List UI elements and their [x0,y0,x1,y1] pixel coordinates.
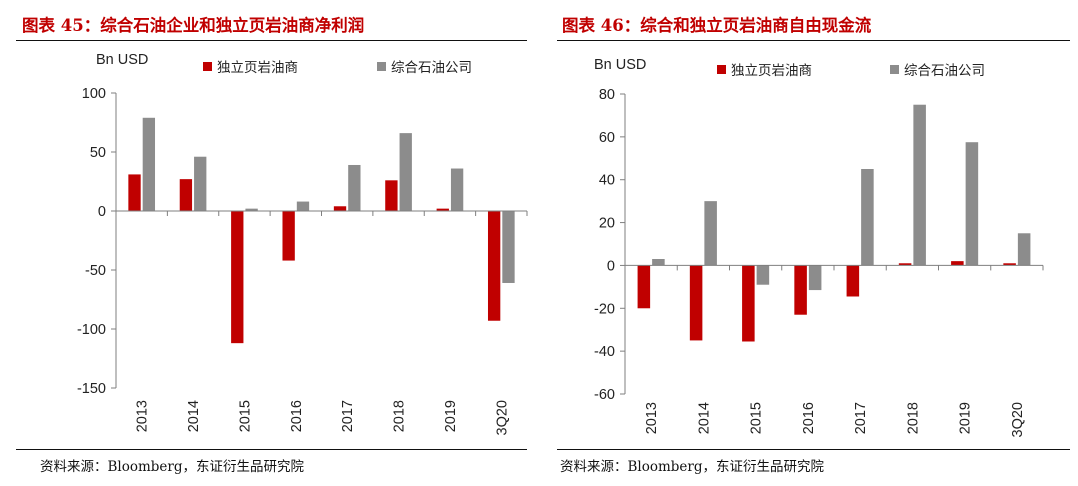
x-category-label: 2014 [186,400,202,432]
x-category-label: 2015 [237,400,253,432]
figure-title: 图表 46：综合和独立页岩油商自由现金流 [562,16,872,35]
independent-shale-bar-2017 [333,206,347,211]
y-axis-unit-label: Bn USD [96,52,148,68]
x-category-label: 2019 [958,402,974,434]
y-tick-label: 80 [599,87,615,103]
x-category-label: 2013 [644,402,660,434]
legend-integrated-label: 综合石油公司 [904,63,985,79]
footer-divider [557,449,1070,450]
legend-independent-label: 独立页岩油商 [217,60,298,76]
integrated-oil-bar-2014 [194,156,207,211]
independent-shale-bar-2019 [951,261,964,266]
integrated-oil-bar-2015 [756,265,770,285]
independent-shale-bar-3Q20 [487,211,501,321]
x-category-label: 2016 [801,402,817,434]
integrated-oil-bar-2017 [348,164,361,211]
integrated-oil-bar-2015 [245,208,258,211]
independent-shale-bar-2014 [689,265,703,341]
integrated-oil-bar-3Q20 [502,211,515,283]
y-tick-label: 40 [599,173,615,189]
integrated-oil-bar-3Q20 [1017,233,1031,266]
integrated-oil-bar-2013 [652,259,665,266]
title-divider [557,40,1070,41]
integrated-oil-bar-2016 [808,265,822,291]
title-divider [16,40,527,41]
x-category-label: 2016 [289,400,305,432]
source-note: 资料来源：Bloomberg，东证衍生品研究院 [40,459,305,475]
figure-46-panel: 图表 46：综合和独立页岩油商自由现金流 80 60 40 20 0 -20 -40 -60 B… [557,0,1078,486]
free-cash-flow-chart: 80 60 40 20 0 -20 -40 -60 Bn USD 2013 2014 2015 2016… [594,57,1044,437]
legend-independent-swatch [203,62,212,71]
figure-45-panel: 图表 45：综合石油企业和独立页岩油商净利润 100 50 0 -50 -100 -150… [0,0,528,486]
y-tick-label: -100 [77,322,106,338]
x-category-label: 2019 [443,400,459,432]
y-tick-label: 0 [607,258,615,274]
x-category-label: 2015 [749,402,765,434]
y-tick-label: -20 [594,301,615,317]
independent-shale-bar-2013 [637,265,651,309]
legend-independent-label: 独立页岩油商 [731,63,812,79]
independent-shale-bar-2013 [128,174,141,211]
x-category-label: 2014 [696,402,712,434]
y-tick-label: -50 [85,263,106,279]
x-category-label: 3Q20 [1010,402,1026,437]
y-tick-label: 50 [90,145,106,161]
independent-shale-bar-2016 [282,211,295,261]
independent-shale-bar-2019 [436,208,449,211]
integrated-oil-bar-2018 [913,104,926,266]
x-category-label: 2017 [853,402,869,434]
integrated-oil-bar-2018 [399,133,412,211]
legend-integrated-label: 综合石油公司 [391,60,472,76]
source-note: 资料来源：Bloomberg，东证衍生品研究院 [560,459,825,475]
independent-shale-bar-2015 [231,211,244,344]
legend-independent-swatch [717,65,726,74]
integrated-oil-bar-2017 [861,169,874,266]
y-tick-label: 0 [98,204,106,220]
y-tick-label: -150 [77,381,106,397]
x-category-label: 2013 [135,400,151,432]
y-tick-label: 100 [82,86,106,102]
x-category-label: 3Q20 [494,400,510,435]
integrated-oil-bar-2016 [296,201,310,211]
integrated-oil-bar-2019 [965,142,979,266]
legend-integrated-swatch [377,62,386,71]
legend-integrated-swatch [890,65,899,74]
independent-shale-bar-2017 [846,265,860,297]
independent-shale-bar-2018 [898,263,912,266]
x-category-label: 2017 [340,400,356,432]
independent-shale-bar-2014 [179,179,193,211]
y-tick-label: -60 [594,387,615,403]
y-tick-label: 20 [599,216,615,232]
independent-shale-bar-3Q20 [1003,263,1016,266]
net-profit-chart: 100 50 0 -50 -100 -150 Bn USD 2013 2014 2015 2016 2… [77,52,528,435]
figure-title: 图表 45：综合石油企业和独立页岩油商净利润 [22,16,365,35]
integrated-oil-bar-2013 [142,117,156,211]
y-tick-label: 60 [599,130,615,146]
integrated-oil-bar-2014 [704,201,717,266]
independent-shale-bar-2015 [742,265,755,342]
footer-divider [16,449,527,450]
x-category-label: 2018 [905,402,921,434]
x-category-label: 2018 [392,400,408,432]
independent-shale-bar-2016 [794,265,807,315]
y-tick-label: -40 [594,344,615,360]
y-axis-unit-label: Bn USD [594,57,646,73]
independent-shale-bar-2018 [385,180,398,211]
integrated-oil-bar-2019 [450,168,464,211]
